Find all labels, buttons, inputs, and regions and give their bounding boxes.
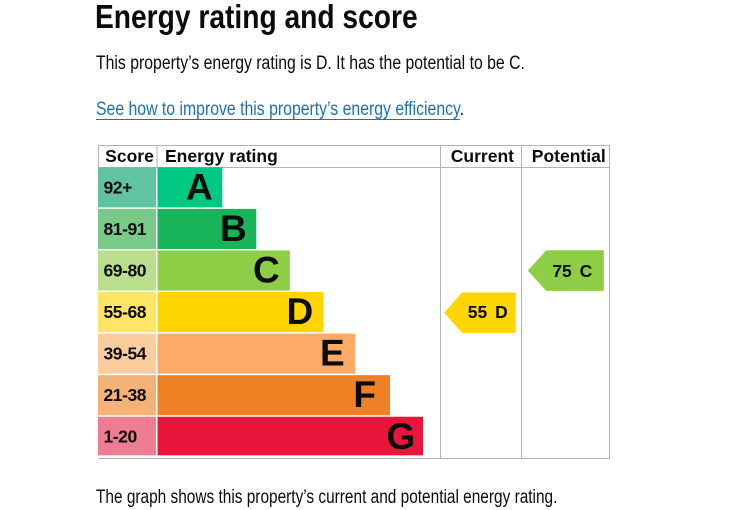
svg-text:Score: Score (105, 146, 154, 166)
svg-text:69-80: 69-80 (104, 260, 147, 280)
svg-text:F: F (353, 374, 376, 415)
svg-text:Potential: Potential (532, 146, 606, 166)
svg-text:Current: Current (451, 146, 514, 166)
svg-text:55-68: 55-68 (104, 302, 147, 322)
svg-text:G: G (387, 416, 416, 457)
svg-text:C: C (253, 250, 280, 291)
svg-text:21-38: 21-38 (104, 385, 147, 405)
svg-text:1-20: 1-20 (104, 427, 138, 447)
svg-text:39-54: 39-54 (104, 344, 147, 364)
svg-text:75 C: 75 C (552, 261, 592, 281)
svg-text:D: D (287, 291, 314, 332)
svg-text:55 D: 55 D (468, 302, 508, 322)
svg-text:E: E (320, 333, 345, 374)
svg-text:81-91: 81-91 (104, 219, 147, 239)
svg-text:A: A (186, 166, 213, 207)
svg-text:B: B (220, 208, 247, 249)
svg-text:92+: 92+ (104, 177, 133, 197)
svg-text:Energy rating: Energy rating (165, 146, 278, 166)
